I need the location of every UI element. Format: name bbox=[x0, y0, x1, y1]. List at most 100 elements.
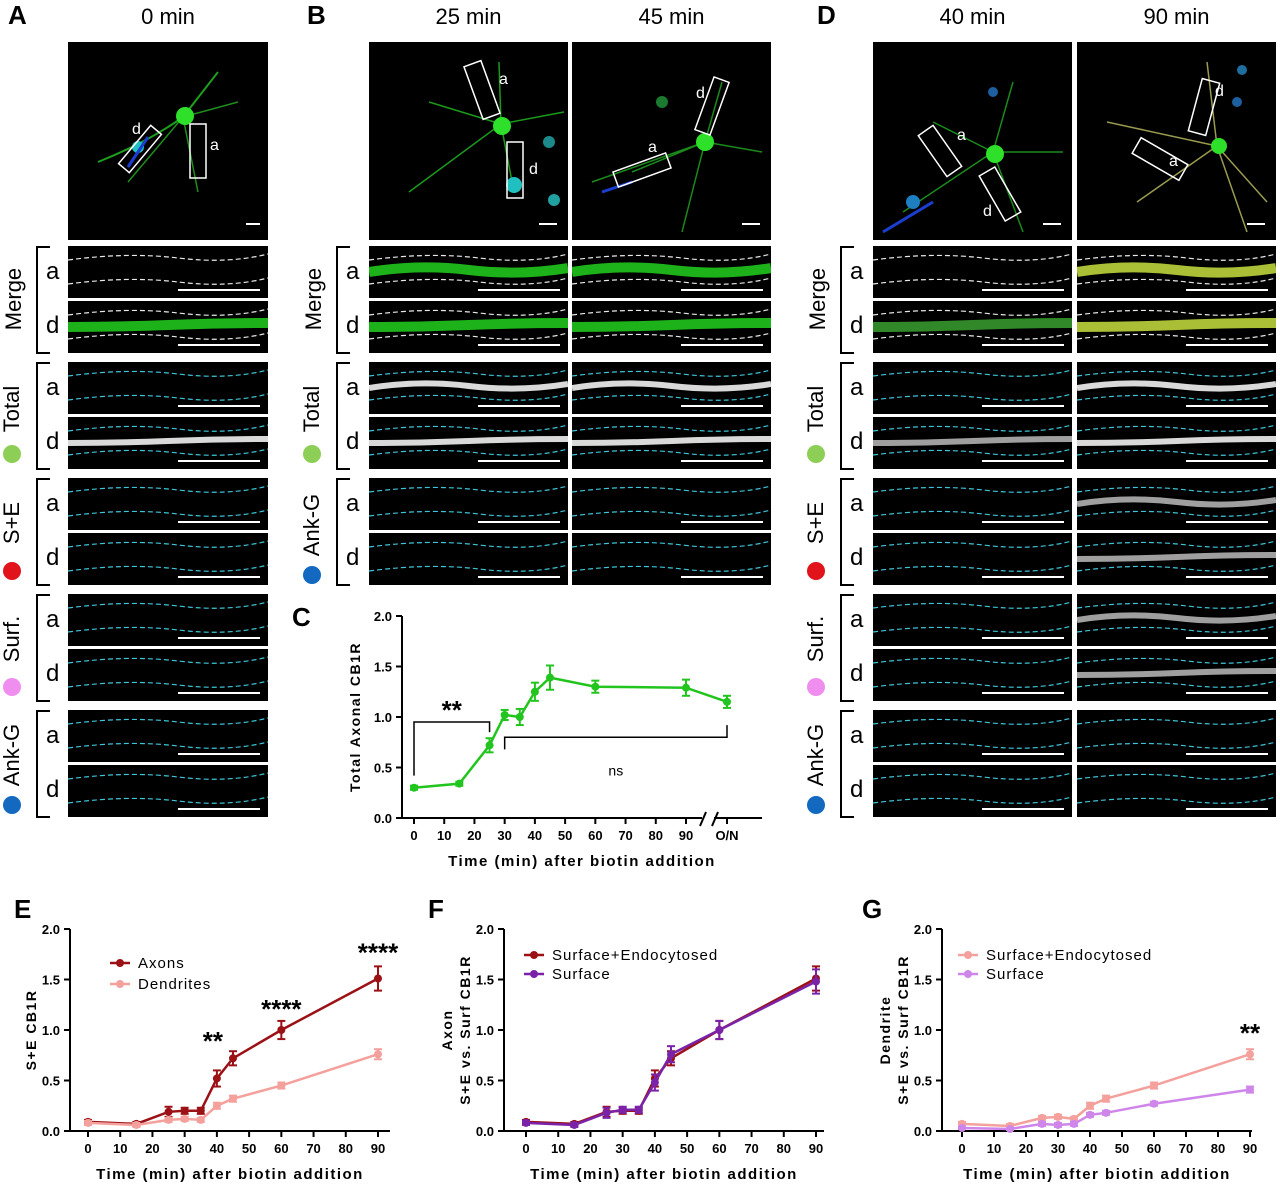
y-tick-label: 0.0 bbox=[476, 1124, 494, 1139]
data-point bbox=[84, 1118, 92, 1127]
data-point bbox=[591, 682, 600, 691]
data-point bbox=[530, 687, 539, 696]
blue-dot-icon bbox=[303, 566, 321, 584]
micrograph-strip bbox=[369, 362, 568, 414]
data-point bbox=[277, 1081, 286, 1090]
x-tick-label: 90 bbox=[371, 1141, 385, 1156]
y-tick-label: 2.0 bbox=[476, 922, 494, 937]
sub-label-d: d bbox=[850, 660, 864, 687]
red-dot-icon bbox=[3, 562, 21, 580]
sub-label-a: a bbox=[346, 258, 360, 285]
sub-label-d: d bbox=[46, 312, 60, 339]
y-tick-label: 0.5 bbox=[914, 1074, 932, 1089]
significance-label: ** bbox=[1240, 1018, 1261, 1048]
svg-text:d: d bbox=[1215, 83, 1224, 100]
data-point bbox=[1150, 1081, 1158, 1090]
data-point bbox=[1070, 1119, 1078, 1128]
svg-text:a: a bbox=[1169, 153, 1178, 170]
row-label-total-b: Total bbox=[299, 385, 324, 433]
svg-text:a: a bbox=[957, 127, 966, 144]
x-tick-label: 10 bbox=[113, 1141, 127, 1156]
row-label-merge-a: Merge bbox=[1, 267, 26, 331]
data-point bbox=[1054, 1120, 1062, 1129]
data-point bbox=[546, 673, 554, 682]
micrograph-strip bbox=[572, 301, 771, 353]
y-tick-label: 0.0 bbox=[374, 811, 392, 826]
chart-c-total-axonal: 0.0 0.5 1.0 1.5 2.0 0 10 20 30 40 50 60 70 80 90 O/N Tim… bbox=[347, 609, 762, 870]
sub-label-d: d bbox=[850, 544, 864, 571]
micrograph-strip bbox=[369, 246, 568, 298]
micrograph-strip bbox=[572, 478, 771, 530]
pink-dot-icon bbox=[3, 678, 21, 696]
x-tick-label: 0 bbox=[410, 828, 417, 843]
y-tick-label: 1.0 bbox=[374, 710, 392, 725]
y-axis-label-2: Axon bbox=[439, 1010, 455, 1051]
row-label-surf-d: Surf. bbox=[803, 615, 828, 663]
data-point bbox=[667, 1050, 675, 1059]
micrograph-strip bbox=[1077, 246, 1276, 298]
micrograph-strip bbox=[68, 246, 268, 298]
y-tick-label: 2.0 bbox=[42, 922, 60, 937]
row-label-total-d: Total bbox=[803, 385, 828, 433]
chart-e-se-cb1r: 0.0 0.5 1.0 1.5 2.0 0 10 20 30 40 50 60 70 80 90 Time (… bbox=[23, 922, 399, 1183]
data-point bbox=[1054, 1112, 1062, 1121]
sub-label-a: a bbox=[46, 606, 60, 633]
x-tick-label: 70 bbox=[618, 828, 632, 843]
significance-label: **** bbox=[358, 937, 399, 967]
x-tick-label: 60 bbox=[1147, 1141, 1161, 1156]
x-tick-label: 30 bbox=[615, 1141, 629, 1156]
legend-marker bbox=[116, 980, 124, 988]
x-tick-label: 70 bbox=[1179, 1141, 1193, 1156]
micrograph-strip bbox=[873, 362, 1072, 414]
micrograph-strip bbox=[1077, 765, 1276, 817]
x-tick-label: 40 bbox=[648, 1141, 662, 1156]
significance-bracket bbox=[413, 721, 491, 776]
legend-label: Axons bbox=[138, 955, 185, 972]
sub-label-a: a bbox=[850, 258, 864, 285]
sub-label-a: a bbox=[850, 606, 864, 633]
data-point bbox=[958, 1123, 966, 1132]
row-label-se-a: S+E bbox=[0, 501, 24, 545]
y-tick-label: 1.0 bbox=[42, 1023, 60, 1038]
micrograph-strip bbox=[873, 417, 1072, 469]
pink-dot-icon bbox=[807, 678, 825, 696]
x-tick-label: 40 bbox=[528, 828, 542, 843]
significance-label: ** bbox=[442, 695, 463, 725]
chart-g-dendrite: 0.0 0.5 1.0 1.5 2.0 0 10 20 30 40 50 60 70 80 90 Time (… bbox=[877, 922, 1261, 1183]
row-label-se-d: S+E bbox=[803, 501, 828, 545]
data-point bbox=[634, 1105, 643, 1114]
y-axis-label-2: Dendrite bbox=[877, 996, 893, 1065]
data-point bbox=[1246, 1085, 1254, 1094]
micrograph-strip bbox=[1077, 710, 1276, 762]
micrograph-b-45min: d a bbox=[572, 42, 771, 240]
data-point bbox=[1102, 1108, 1110, 1117]
micrograph-strip bbox=[572, 417, 771, 469]
micrograph-strip bbox=[572, 362, 771, 414]
micrograph-strip bbox=[369, 417, 568, 469]
x-tick-label: 30 bbox=[1051, 1141, 1065, 1156]
x-tick-label: 80 bbox=[777, 1141, 791, 1156]
x-tick-label: 20 bbox=[145, 1141, 159, 1156]
x-tick-label: 50 bbox=[680, 1141, 694, 1156]
legend-label: Surface bbox=[986, 966, 1045, 983]
chart-f-axon: 0.0 0.5 1.0 1.5 2.0 0 10 20 30 40 50 60 70 80 90 Time (… bbox=[439, 922, 824, 1183]
sub-label-d: d bbox=[46, 660, 60, 687]
data-point bbox=[212, 1101, 221, 1110]
micrograph-strip bbox=[68, 533, 268, 585]
data-point bbox=[180, 1114, 189, 1123]
panel-label-c: C bbox=[292, 602, 311, 632]
blue-dot-icon bbox=[807, 796, 825, 814]
micrograph-d-40min: a d bbox=[873, 42, 1072, 240]
x-tick-label: 70 bbox=[744, 1141, 758, 1156]
micrograph-strip bbox=[68, 301, 268, 353]
y-axis-label: S+E CB1R bbox=[23, 990, 39, 1071]
micrograph-strip bbox=[873, 246, 1072, 298]
sub-label-d: d bbox=[346, 544, 360, 571]
y-tick-label: 0.0 bbox=[914, 1124, 932, 1139]
x-axis-label: Time (min) after biotin addition bbox=[963, 1166, 1231, 1183]
y-tick-label: 0.5 bbox=[42, 1074, 60, 1089]
row-label-ankg-b: Ank-G bbox=[299, 493, 324, 557]
x-tick-label: 80 bbox=[1211, 1141, 1225, 1156]
data-point bbox=[1150, 1099, 1158, 1108]
micrograph-d-90min: d a bbox=[1077, 42, 1276, 240]
